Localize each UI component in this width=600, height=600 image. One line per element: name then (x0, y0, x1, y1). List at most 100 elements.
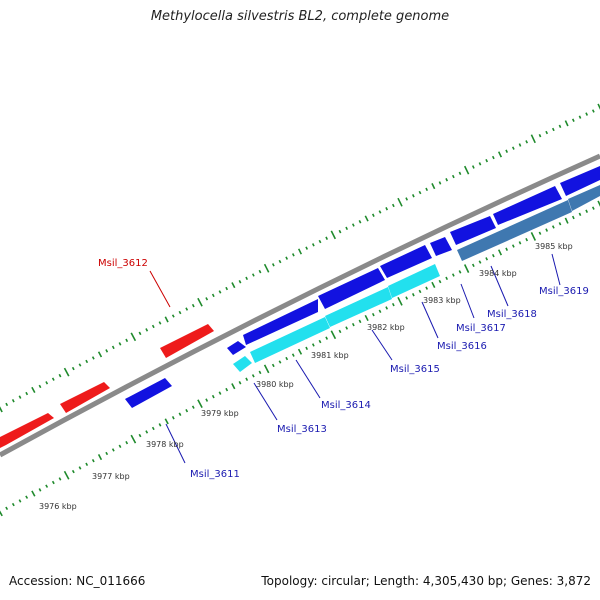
gene-label-msil-3617[interactable]: Msil_3617 (456, 323, 506, 334)
gene-msil-3617[interactable] (430, 237, 452, 256)
scale-tick (11, 502, 15, 507)
gene-label-msil-3613[interactable]: Msil_3613 (277, 424, 327, 435)
scale-tick (545, 130, 549, 135)
scale-tick (245, 276, 249, 281)
scale-tick (205, 297, 209, 301)
scale-tick (111, 448, 115, 452)
scale-tick (591, 109, 595, 113)
scale-tick (18, 499, 22, 503)
scale-label: 3981 kbp (311, 351, 349, 360)
gene-msil-3619[interactable] (493, 186, 562, 225)
scale-tick (291, 353, 295, 357)
scale-tick (25, 391, 29, 396)
reverse-strand-genes (125, 166, 600, 408)
scale-tick (111, 345, 115, 350)
scale-tick (45, 484, 49, 488)
cyan-gene-segment[interactable] (325, 287, 392, 327)
scale-tick (164, 316, 169, 323)
scale-tick (463, 264, 470, 273)
scale-tick (530, 232, 537, 241)
scale-tick (45, 381, 49, 385)
steel-gene-segment[interactable] (568, 185, 600, 211)
scale-tick (185, 409, 189, 413)
inner-tick-track (0, 200, 600, 517)
scale-tick (197, 399, 203, 408)
scale-tick (364, 314, 369, 322)
scale-tick (558, 222, 562, 226)
scale-tick (364, 215, 369, 222)
cyan-gene-segment[interactable] (250, 317, 330, 363)
scale-tick (458, 171, 462, 176)
gene-label-msil-3611[interactable]: Msil_3611 (190, 469, 240, 480)
scale-tick (258, 370, 262, 375)
scale-tick (63, 367, 70, 377)
scale-tick (78, 466, 82, 470)
scale-tick (51, 377, 55, 381)
scale-tick (597, 103, 600, 110)
scale-tick (251, 374, 255, 378)
scale-tick (85, 462, 89, 466)
scale-tick (78, 363, 82, 367)
scale-tick (378, 309, 382, 313)
scale-tick (218, 391, 222, 395)
gene-label-msil-3616[interactable]: Msil_3616 (437, 341, 487, 352)
scale-tick (405, 296, 409, 300)
scale-tick (505, 149, 509, 153)
genome-backbone (0, 153, 600, 458)
scale-tick (178, 412, 182, 416)
gene-label-msil-3614[interactable]: Msil_3614 (321, 400, 371, 411)
scale-tick (405, 197, 409, 201)
scale-label: 3980 kbp (256, 380, 294, 389)
scale-tick (238, 280, 242, 284)
gene-msil-3615[interactable] (318, 268, 385, 309)
scale-tick (0, 406, 3, 413)
gene-msil-3612-segment[interactable] (0, 413, 54, 448)
gene-msil-3620[interactable] (560, 166, 600, 196)
scale-tick (138, 331, 142, 336)
scale-tick (125, 441, 129, 445)
gene-labels: Msil_3612 Msil_3611 Msil_3613 Msil_3614 … (98, 258, 589, 480)
scale-tick (218, 290, 222, 294)
gene-msil-3618[interactable] (450, 216, 496, 245)
scale-tick (271, 363, 275, 368)
scale-tick (211, 293, 215, 298)
scale-tick (478, 162, 482, 166)
scale-labels: 3976 kbp 3977 kbp 3978 kbp 3979 kbp 3980… (39, 242, 573, 511)
scale-tick (18, 395, 22, 399)
scale-tick (358, 319, 362, 324)
scale-tick (330, 230, 337, 240)
gene-label-msil-3619[interactable]: Msil_3619 (539, 286, 589, 297)
gene-label-msil-3612[interactable]: Msil_3612 (98, 258, 148, 269)
gene-msil-3616[interactable] (380, 245, 432, 278)
scale-tick (431, 183, 436, 190)
scale-tick (491, 253, 495, 258)
scale-label: 3977 kbp (92, 472, 130, 481)
scale-tick (438, 181, 442, 185)
scale-tick (511, 244, 515, 248)
scale-tick (51, 480, 55, 485)
scale-tick (411, 293, 415, 297)
gene-msil-3611[interactable] (125, 378, 172, 408)
cyan-gene-segment[interactable] (388, 264, 440, 298)
scale-tick (463, 165, 470, 175)
scale-label: 3976 kbp (39, 502, 77, 511)
scale-tick (485, 257, 489, 261)
scale-tick (518, 143, 522, 147)
gene-label-msil-3615[interactable]: Msil_3615 (390, 364, 440, 375)
forward-strand-genes (0, 324, 214, 448)
gene-msil-3614[interactable] (243, 299, 318, 345)
gene-label-msil-3618[interactable]: Msil_3618 (487, 309, 537, 320)
scale-tick (105, 451, 109, 456)
gene-msil-3612-segment[interactable] (160, 324, 214, 358)
steel-gene-segment[interactable] (457, 200, 572, 261)
scale-tick (318, 239, 322, 244)
gene-msil-3613[interactable] (227, 341, 246, 355)
scale-tick (438, 279, 442, 284)
cyan-gene-segment[interactable] (233, 356, 252, 372)
scale-tick (491, 155, 495, 160)
scale-tick (38, 488, 42, 492)
scale-tick (38, 384, 42, 389)
scale-tick (525, 237, 529, 242)
scale-tick (538, 231, 542, 235)
gene-msil-3612-segment[interactable] (60, 382, 110, 413)
